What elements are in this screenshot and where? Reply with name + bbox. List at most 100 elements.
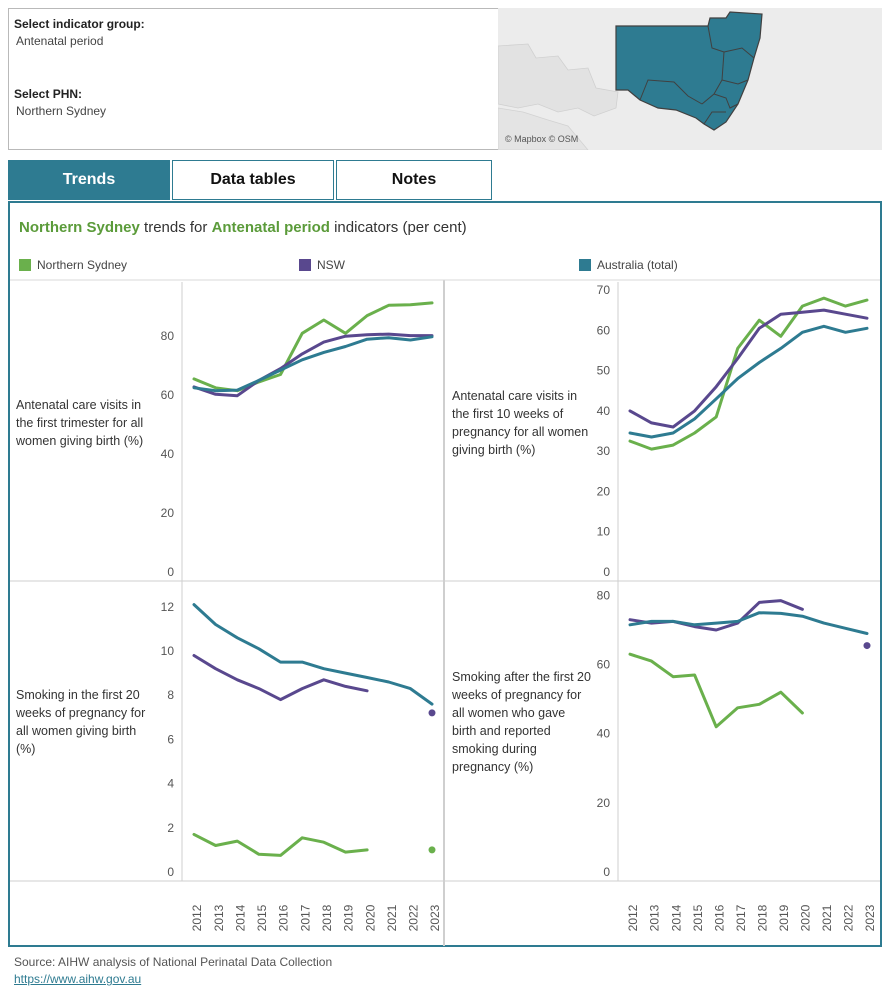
chart-smoking-after-20-weeks: 0 20 40 60 80 bbox=[597, 588, 871, 879]
phn-label: Select PHN: bbox=[14, 87, 83, 101]
page-title: Northern Sydney trends for Antenatal per… bbox=[19, 219, 467, 236]
y-tick-label: 40 bbox=[161, 447, 175, 461]
data-point-northern-sydney[interactable] bbox=[428, 846, 436, 854]
legend-item-australia[interactable]: Australia (total) bbox=[579, 258, 678, 272]
y-tick-label: 0 bbox=[603, 565, 610, 579]
series-line-australia-total[interactable] bbox=[192, 335, 434, 393]
series-line-australia-total[interactable] bbox=[628, 611, 869, 635]
y-tick-label: 40 bbox=[597, 727, 611, 741]
x-tick-label: 2019 bbox=[777, 904, 791, 931]
series-line-northern-sydney[interactable] bbox=[192, 832, 369, 857]
x-tick-label: 2018 bbox=[320, 904, 334, 931]
x-tick-label: 2021 bbox=[385, 904, 399, 931]
x-tick-label: 2015 bbox=[255, 904, 269, 931]
x-tick-label: 2014 bbox=[233, 904, 247, 931]
map-credit: © Mapbox © OSM bbox=[505, 134, 579, 144]
y-tick-label: 4 bbox=[167, 777, 174, 791]
y-tick-label: 40 bbox=[597, 404, 611, 418]
series-line-nsw[interactable] bbox=[192, 332, 434, 398]
series-line-australia-total[interactable] bbox=[628, 324, 869, 439]
x-tick-label: 2023 bbox=[863, 904, 877, 931]
x-axis-left: 2012 2013 2014 2015 2016 2017 2018 2019 2020 2021… bbox=[190, 904, 442, 931]
source-text: Source: AIHW analysis of National Perina… bbox=[14, 955, 333, 969]
title-mid: trends for bbox=[139, 219, 212, 236]
y-tick-label: 0 bbox=[167, 865, 174, 879]
x-tick-label: 2018 bbox=[755, 904, 769, 931]
x-tick-label: 2017 bbox=[298, 904, 312, 931]
legend-label: Northern Sydney bbox=[37, 258, 128, 272]
chart-antenatal-first-10-weeks: 0 10 20 30 40 50 60 70 bbox=[597, 283, 869, 579]
filter-panel: Select indicator group: Antenatal period… bbox=[8, 8, 498, 150]
y-tick-label: 30 bbox=[597, 444, 611, 458]
source-footer: Source: AIHW analysis of National Perina… bbox=[14, 954, 332, 988]
x-axis-right: 2012 2013 2014 2015 2016 2017 2018 2019 2020 2021… bbox=[626, 904, 877, 931]
source-link[interactable]: https://www.aihw.gov.au bbox=[14, 972, 142, 986]
series-line-nsw[interactable] bbox=[628, 599, 804, 632]
y-tick-label: 2 bbox=[167, 821, 174, 835]
x-tick-label: 2016 bbox=[712, 904, 726, 931]
series-line-northern-sydney[interactable] bbox=[628, 296, 869, 451]
x-tick-label: 2017 bbox=[734, 904, 748, 931]
legend-swatch-australia bbox=[579, 259, 591, 271]
chart-1-ylabel: Antenatal care visits in the first trime… bbox=[16, 398, 144, 448]
y-tick-label: 0 bbox=[167, 565, 174, 579]
x-tick-label: 2013 bbox=[212, 904, 226, 931]
data-point-nsw[interactable] bbox=[428, 709, 436, 717]
series-line-nsw[interactable] bbox=[628, 308, 869, 429]
nsw-region-shape bbox=[615, 11, 763, 131]
x-tick-label: 2012 bbox=[626, 904, 640, 931]
phn-select[interactable]: Northern Sydney bbox=[16, 104, 107, 118]
x-tick-label: 2021 bbox=[820, 904, 834, 931]
series-line-nsw[interactable] bbox=[192, 654, 369, 702]
y-tick-label: 10 bbox=[161, 644, 175, 658]
data-point-nsw[interactable] bbox=[863, 642, 871, 650]
x-tick-label: 2013 bbox=[648, 904, 662, 931]
map-canvas bbox=[498, 8, 882, 150]
x-tick-label: 2012 bbox=[190, 904, 204, 931]
tab-trends[interactable]: Trends bbox=[8, 160, 170, 200]
y-tick-label: 60 bbox=[597, 323, 611, 337]
legend-swatch-nsw bbox=[299, 259, 311, 271]
y-tick-label: 20 bbox=[597, 484, 611, 498]
title-phn: Northern Sydney bbox=[19, 219, 140, 236]
y-tick-label: 6 bbox=[167, 732, 174, 746]
y-tick-label: 50 bbox=[597, 364, 611, 378]
x-tick-label: 2020 bbox=[799, 904, 813, 931]
title-group: Antenatal period bbox=[211, 219, 330, 236]
chart-grid-lines bbox=[10, 279, 880, 946]
indicator-group-select[interactable]: Antenatal period bbox=[16, 34, 104, 48]
title-end: indicators (per cent) bbox=[329, 219, 467, 236]
phn-map[interactable]: © Mapbox © OSM bbox=[498, 8, 882, 150]
y-tick-label: 8 bbox=[167, 688, 174, 702]
x-tick-label: 2016 bbox=[277, 904, 291, 931]
legend-item-northern-sydney[interactable]: Northern Sydney bbox=[19, 258, 127, 272]
tab-data-tables[interactable]: Data tables bbox=[172, 160, 334, 200]
x-tick-label: 2019 bbox=[342, 904, 356, 931]
x-tick-label: 2015 bbox=[691, 904, 705, 931]
y-tick-label: 0 bbox=[603, 865, 610, 879]
legend-item-nsw[interactable]: NSW bbox=[299, 258, 345, 272]
series-line-northern-sydney[interactable] bbox=[628, 652, 804, 729]
y-tick-label: 60 bbox=[161, 388, 175, 402]
trend-charts: 0 20 40 60 80 0 10 20 30 40 50 60 70 0 2 4 6 8 10 12 0 20 4… bbox=[10, 279, 880, 946]
chart-antenatal-first-trimester: 0 20 40 60 80 bbox=[161, 301, 434, 579]
x-tick-label: 2014 bbox=[669, 904, 683, 931]
y-tick-label: 60 bbox=[597, 658, 611, 672]
y-tick-label: 20 bbox=[597, 796, 611, 810]
x-tick-label: 2020 bbox=[363, 904, 377, 931]
y-tick-label: 70 bbox=[597, 283, 611, 297]
y-tick-label: 80 bbox=[597, 588, 611, 602]
chart-4-ylabel: Smoking after the first 20 weeks of preg… bbox=[452, 670, 591, 774]
chart-2-ylabel: Antenatal care visits in the first 10 we… bbox=[452, 389, 589, 457]
x-tick-label: 2022 bbox=[407, 904, 421, 931]
x-tick-label: 2022 bbox=[842, 904, 856, 931]
y-tick-label: 80 bbox=[161, 329, 175, 343]
series-line-australia-total[interactable] bbox=[192, 603, 434, 706]
tab-notes[interactable]: Notes bbox=[336, 160, 492, 200]
legend-label: NSW bbox=[317, 258, 345, 272]
y-tick-label: 20 bbox=[161, 506, 175, 520]
legend-swatch-northern-sydney bbox=[19, 259, 31, 271]
legend-label: Australia (total) bbox=[597, 258, 678, 272]
indicator-group-label: Select indicator group: bbox=[14, 17, 145, 31]
chart-smoking-first-20-weeks: 0 2 4 6 8 10 12 bbox=[161, 600, 436, 879]
